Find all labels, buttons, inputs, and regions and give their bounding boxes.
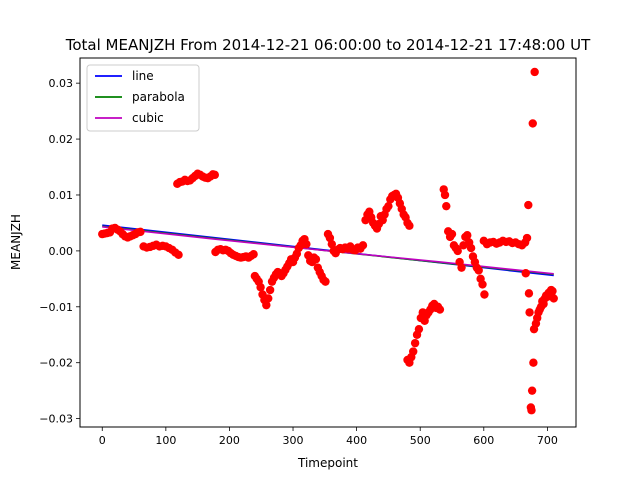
legend-label-line: line	[132, 69, 154, 83]
data-point	[264, 294, 273, 303]
data-point	[405, 221, 414, 230]
data-point	[457, 263, 466, 272]
data-point	[463, 231, 472, 240]
legend: line parabola cubic	[86, 64, 200, 132]
y-tick-label: 0.01	[49, 189, 74, 202]
data-point	[174, 250, 183, 259]
data-point	[414, 324, 424, 334]
y-tick-label: −0.01	[39, 301, 73, 314]
axes-frame	[79, 57, 577, 428]
legend-box	[86, 64, 200, 132]
data-point	[265, 285, 275, 295]
data-point	[440, 190, 450, 200]
data-point	[480, 290, 489, 299]
data-point	[302, 239, 311, 249]
x-tick-label: 400	[346, 434, 367, 447]
y-tick-label: 0.02	[49, 133, 74, 146]
y-axis-ticks: −0.03 −0.02 −0.01 0.00 0.01 0.02 0.03	[39, 77, 80, 426]
y-axis-label: MEANJZH	[9, 214, 23, 270]
data-point	[311, 255, 321, 264]
data-point	[453, 246, 462, 256]
x-tick-label: 600	[473, 434, 494, 447]
x-tick-label: 700	[537, 434, 558, 447]
data-point	[548, 286, 557, 296]
data-point	[435, 305, 445, 314]
legend-label-parabola: parabola	[132, 90, 185, 104]
data-point	[358, 241, 368, 250]
data-point	[522, 233, 532, 243]
x-axis-label: Timepoint	[297, 456, 358, 470]
data-point	[549, 294, 558, 303]
y-tick-label: 0.00	[49, 245, 74, 258]
data-point	[210, 170, 220, 180]
data-point	[524, 289, 534, 298]
data-point	[529, 358, 538, 367]
data-point	[474, 266, 483, 275]
x-tick-label: 200	[219, 434, 240, 447]
x-tick-label: 0	[99, 434, 106, 447]
data-point	[524, 200, 533, 210]
data-point	[521, 269, 530, 278]
data-point	[447, 229, 457, 239]
y-tick-label: −0.02	[39, 357, 73, 370]
x-axis-ticks: 0 100 200 300 400 500 600 700	[99, 427, 558, 447]
data-point	[478, 280, 487, 289]
data-point	[525, 308, 534, 317]
data-point	[262, 300, 271, 310]
data-point	[384, 201, 393, 211]
legend-label-cubic: cubic	[132, 111, 164, 125]
data-point	[410, 338, 420, 348]
data-point	[321, 277, 330, 286]
data-point	[527, 386, 537, 395]
x-tick-label: 100	[155, 434, 176, 447]
y-tick-label: −0.03	[39, 413, 73, 426]
data-point	[327, 239, 337, 249]
data-point	[527, 406, 536, 415]
x-tick-label: 500	[410, 434, 431, 447]
data-point	[409, 347, 418, 356]
data-point	[530, 67, 539, 77]
x-tick-label: 300	[283, 434, 304, 447]
scatter-points	[98, 67, 558, 415]
data-point	[442, 201, 451, 211]
data-point	[249, 250, 258, 259]
y-tick-label: 0.03	[49, 77, 74, 90]
data-point	[136, 227, 145, 237]
data-point	[528, 119, 537, 128]
data-point	[466, 243, 476, 253]
data-point	[256, 283, 265, 292]
chart-title: Total MEANJZH From 2014-12-21 06:00:00 t…	[65, 36, 591, 54]
